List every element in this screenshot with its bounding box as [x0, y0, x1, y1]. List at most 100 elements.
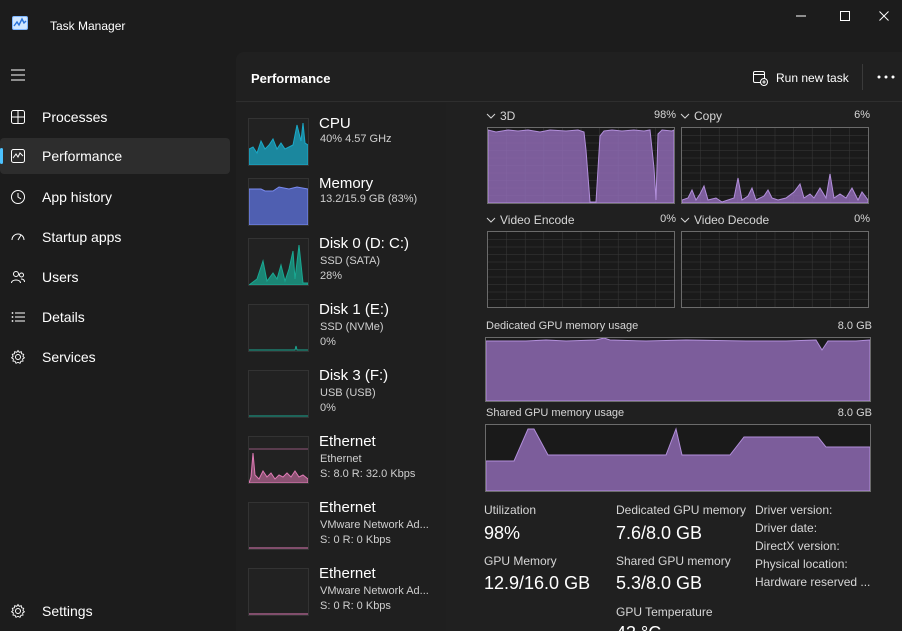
nav-item-services[interactable]: Services — [0, 339, 230, 375]
gpu-memory-label: GPU Memory — [484, 554, 557, 568]
nav-label: Details — [42, 309, 85, 325]
dedicated-gpu-memory-value: 7.6/8.0 GB — [616, 523, 703, 543]
engine-video-encode-selector[interactable]: Video Encode — [486, 213, 575, 227]
nav-item-startup-apps[interactable]: Startup apps — [0, 219, 230, 255]
device-name: Ethernet — [319, 499, 376, 516]
more-options-icon — [877, 75, 895, 79]
device-item-disk-0[interactable]: Disk 0 (D: C:) SSD (SATA) 28% — [244, 223, 444, 287]
nav-label: Settings — [42, 603, 93, 619]
shared-gpu-memory-value: 5.3/8.0 GB — [616, 573, 703, 593]
shared-memory-graph-max: 8.0 GB — [837, 407, 872, 419]
gpu-temperature-label: GPU Temperature — [616, 605, 713, 619]
engine-copy-selector[interactable]: Copy — [680, 109, 722, 123]
device-name: Memory — [319, 175, 374, 192]
nav-item-details[interactable]: Details — [0, 299, 230, 335]
dedicated-memory-graph-title: Dedicated GPU memory usage — [486, 320, 639, 332]
engine-value: 6% — [854, 109, 870, 121]
startup-gauge-icon — [9, 229, 27, 245]
disk-3-thumbnail-graph — [248, 370, 309, 418]
users-icon — [9, 269, 27, 285]
chevron-down-icon — [680, 113, 690, 119]
gpu-temperature-value: 43 °C — [616, 623, 661, 631]
device-throughput: S: 8.0 R: 32.0 Kbps — [320, 468, 416, 480]
nav-item-users[interactable]: Users — [0, 259, 230, 295]
utilization-value: 98% — [484, 523, 521, 543]
more-options-button[interactable] — [876, 68, 896, 86]
details-list-icon — [9, 309, 27, 325]
engine-video-decode-selector[interactable]: Video Decode — [680, 213, 769, 227]
gpu-memory-value: 12.9/16.0 GB — [484, 573, 591, 593]
engine-value: 0% — [660, 213, 676, 225]
device-throughput: S: 0 R: 0 Kbps — [320, 534, 391, 546]
shared-gpu-memory-label: Shared GPU memory — [616, 554, 731, 568]
performance-graph-icon — [9, 148, 27, 164]
disk-0-thumbnail-graph — [248, 238, 309, 286]
engine-value: 0% — [854, 213, 870, 225]
device-item-memory[interactable]: Memory 13.2/15.9 GB (83%) — [244, 163, 444, 227]
device-usage: 28% — [320, 270, 343, 282]
device-name: CPU — [319, 115, 351, 132]
shared-memory-graph-title: Shared GPU memory usage — [486, 407, 625, 419]
dedicated-memory-graph — [485, 337, 871, 402]
nav-label: Services — [42, 349, 96, 365]
header-divider — [862, 64, 863, 90]
ethernet-3-thumbnail-graph — [248, 568, 309, 616]
disk-1-thumbnail-graph — [248, 304, 309, 352]
device-item-ethernet-2[interactable]: Ethernet VMware Network Ad... S: 0 R: 0 … — [244, 487, 444, 551]
dedicated-gpu-memory-label: Dedicated GPU memory — [616, 503, 747, 517]
cpu-thumbnail-graph — [248, 118, 309, 166]
page-header: Performance Run new task — [236, 52, 902, 102]
hamburger-menu-icon[interactable] — [10, 68, 26, 82]
nav-item-settings[interactable]: Settings — [0, 593, 230, 629]
dedicated-memory-graph-max: 8.0 GB — [837, 320, 872, 332]
device-detail: VMware Network Ad... — [320, 585, 429, 597]
device-item-disk-3[interactable]: Disk 3 (F:) USB (USB) 0% — [244, 355, 444, 419]
history-icon — [9, 189, 27, 205]
navigation-pane: Processes Performance App history Startu… — [0, 52, 236, 631]
engine-video-encode-graph — [487, 231, 675, 308]
engine-copy-graph — [681, 127, 869, 204]
chevron-down-icon — [486, 113, 496, 119]
device-item-cpu[interactable]: CPU 40% 4.57 GHz — [244, 103, 444, 167]
device-detail: SSD (NVMe) — [320, 321, 384, 333]
nav-item-processes[interactable]: Processes — [0, 99, 230, 135]
gpu-graphs-area: 3D 98% Copy 6% — [478, 103, 902, 631]
maximize-button[interactable] — [822, 0, 868, 32]
device-name: Disk 1 (E:) — [319, 301, 390, 318]
device-item-ethernet-3[interactable]: Ethernet VMware Network Ad... S: 0 R: 0 … — [244, 553, 444, 617]
close-button[interactable] — [866, 0, 902, 32]
services-gear-icon — [9, 349, 27, 365]
device-item-ethernet-1[interactable]: Ethernet Ethernet S: 8.0 R: 32.0 Kbps — [244, 421, 444, 485]
device-name: Ethernet — [319, 433, 376, 450]
physical-location-label: Physical location: — [755, 557, 848, 571]
nav-label: Performance — [42, 148, 123, 164]
minimize-icon — [796, 15, 806, 17]
engine-3d-graph — [487, 127, 675, 204]
memory-thumbnail-graph — [248, 178, 309, 226]
engine-name: Copy — [694, 109, 723, 123]
device-detail: SSD (SATA) — [320, 255, 381, 267]
nav-item-app-history[interactable]: App history — [0, 179, 230, 215]
device-item-disk-1[interactable]: Disk 1 (E:) SSD (NVMe) 0% — [244, 289, 444, 353]
engine-name: Video Encode — [500, 213, 575, 227]
nav-item-performance[interactable]: Performance — [0, 138, 230, 174]
device-usage: 0% — [320, 336, 336, 348]
utilization-label: Utilization — [484, 503, 537, 517]
driver-date-label: Driver date: — [755, 521, 818, 535]
engine-3d-selector[interactable]: 3D — [486, 109, 515, 123]
device-name: Disk 0 (D: C:) — [319, 235, 409, 252]
device-throughput: S: 0 R: 0 Kbps — [320, 600, 391, 612]
nav-label: Users — [42, 269, 79, 285]
ethernet-2-thumbnail-graph — [248, 502, 309, 550]
close-icon — [879, 11, 889, 21]
minimize-button[interactable] — [778, 0, 824, 32]
directx-version-label: DirectX version: — [755, 539, 840, 553]
engine-value: 98% — [653, 109, 676, 121]
selection-indicator — [0, 148, 3, 164]
device-name: Ethernet — [319, 565, 376, 582]
settings-gear-icon — [9, 603, 27, 619]
hardware-reserved-label: Hardware reserved ... — [755, 575, 871, 589]
processes-grid-icon — [9, 109, 27, 125]
run-new-task-button[interactable]: Run new task — [752, 67, 849, 89]
nav-label: Startup apps — [42, 229, 122, 245]
